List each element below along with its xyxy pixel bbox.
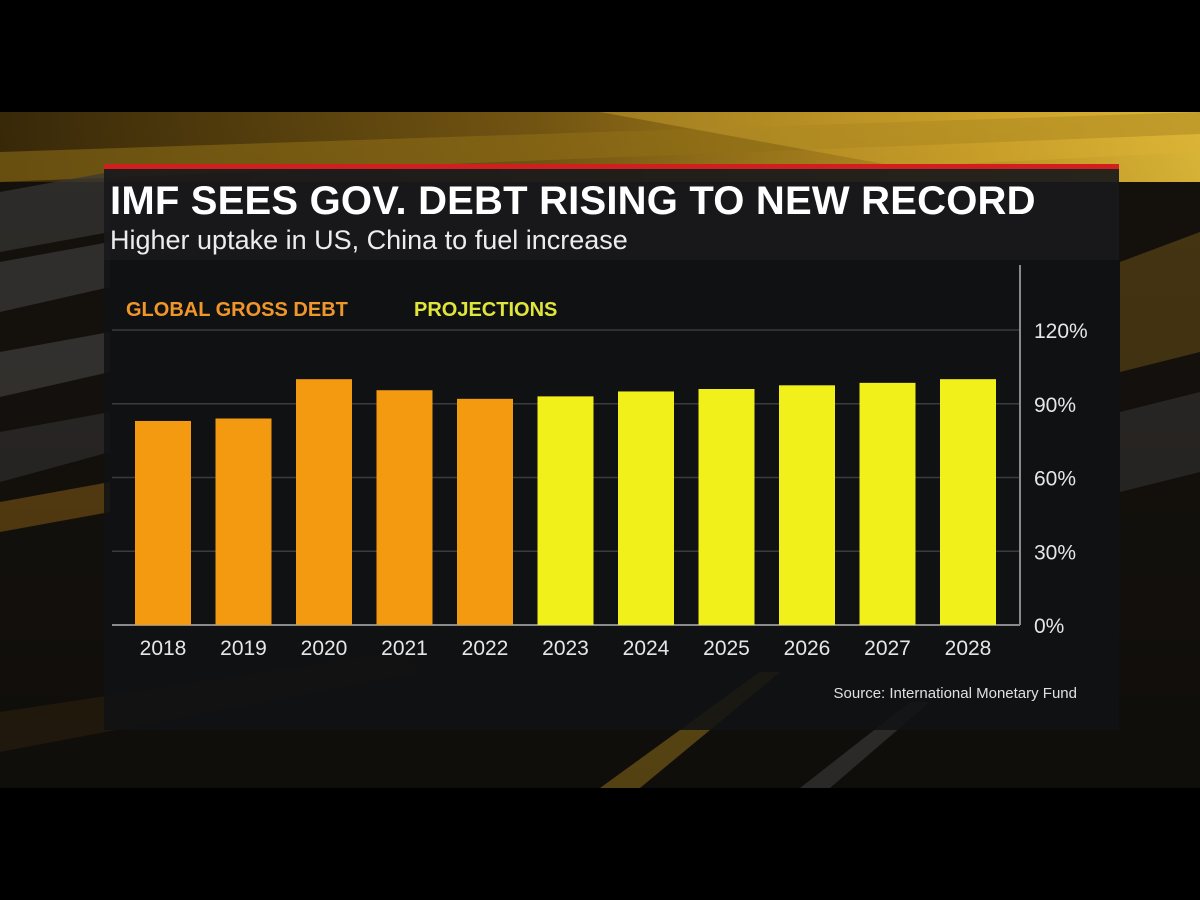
- bar-chart: 0% 30% 60% 90% 120% 2018 2019 2020 2021 2022 2023 2…: [112, 265, 1088, 702]
- x-tick-label: 2020: [301, 637, 348, 660]
- chart-card: IMF SEES GOV. DEBT RISING TO NEW RECORD …: [104, 164, 1119, 730]
- x-tick-label: 2022: [462, 637, 509, 660]
- subtitle: Higher uptake in US, China to fuel incre…: [110, 225, 628, 255]
- bar-2019: [215, 418, 272, 625]
- bar-2018: [135, 420, 191, 625]
- headline: IMF SEES GOV. DEBT RISING TO NEW RECORD: [110, 179, 1036, 223]
- bar-2026: [779, 385, 835, 625]
- x-tick-label: 2025: [703, 637, 750, 660]
- legend-item-actual: GLOBAL GROSS DEBT: [126, 299, 348, 321]
- bar-2020: [296, 379, 352, 625]
- x-tick-label: 2019: [220, 637, 267, 660]
- x-tick-label: 2024: [623, 637, 670, 660]
- bar-2024: [618, 391, 674, 625]
- y-tick-label: 30%: [1034, 541, 1076, 564]
- legend-item-projection: PROJECTIONS: [414, 299, 557, 321]
- y-tick-label: 90%: [1034, 394, 1076, 417]
- source-note: Source: International Monetary Fund: [834, 685, 1077, 702]
- y-tick-label: 120%: [1034, 320, 1088, 343]
- bar-2022: [457, 398, 513, 625]
- x-tick-label: 2021: [381, 637, 428, 660]
- bar-2027: [859, 382, 916, 625]
- bar-2025: [698, 389, 755, 625]
- broadcast-graphic: IMF SEES GOV. DEBT RISING TO NEW RECORD …: [0, 112, 1200, 788]
- title-block: IMF SEES GOV. DEBT RISING TO NEW RECORD …: [104, 164, 1119, 260]
- x-tick-label: 2026: [784, 637, 831, 660]
- x-tick-label: 2027: [864, 637, 911, 660]
- x-tick-label: 2018: [140, 637, 187, 660]
- chart-panel: 0% 30% 60% 90% 120% 2018 2019 2020 2021 2022 2023 2…: [104, 260, 1119, 730]
- y-tick-label: 60%: [1034, 468, 1076, 491]
- x-tick-label: 2028: [945, 637, 992, 660]
- x-tick-label: 2023: [542, 637, 589, 660]
- bar-2028: [940, 379, 996, 625]
- bar-2023: [537, 396, 594, 625]
- y-tick-label: 0%: [1034, 615, 1064, 638]
- bar-2021: [376, 390, 433, 625]
